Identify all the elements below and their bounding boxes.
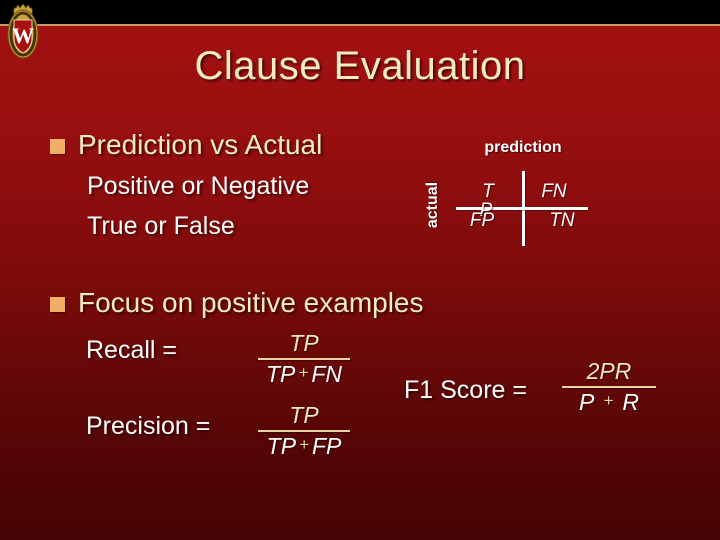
f1-score-label: F1 Score = bbox=[404, 376, 527, 404]
subitem-true-false: True or False bbox=[87, 212, 235, 240]
recall-denominator: TP + FN bbox=[258, 361, 350, 388]
matrix-actual-label: actual bbox=[424, 181, 441, 229]
matrix-cell-tp-line1: T bbox=[482, 181, 494, 202]
recall-label: Recall = bbox=[86, 336, 178, 364]
precision-den-right: FP bbox=[311, 433, 342, 459]
recall-fraction: TP TP + FN bbox=[258, 330, 350, 388]
subitem-positive-negative: Positive or Negative bbox=[87, 172, 310, 200]
matrix-cell-fp: FP bbox=[469, 210, 495, 231]
uw-crest-icon: W bbox=[7, 3, 39, 59]
matrix-cell-tp-line2: P bbox=[479, 200, 493, 221]
plus-sign: + bbox=[298, 363, 309, 382]
bullet-square-icon bbox=[50, 139, 65, 154]
f1-denominator: P + R bbox=[562, 389, 656, 416]
matrix-cell-fn: FN bbox=[541, 181, 567, 202]
f1-den-left: P bbox=[579, 389, 595, 415]
precision-fraction-bar bbox=[258, 430, 350, 432]
precision-fraction: TP TP + FP bbox=[258, 402, 350, 460]
plus-sign: + bbox=[603, 391, 614, 410]
matrix-prediction-label: prediction bbox=[484, 139, 562, 156]
recall-den-right: FN bbox=[311, 361, 342, 387]
recall-fraction-bar bbox=[258, 358, 350, 360]
bullet-prediction-vs-actual: Prediction vs Actual bbox=[78, 129, 323, 160]
precision-den-left: TP bbox=[266, 433, 297, 459]
slide-title: Clause Evaluation bbox=[194, 44, 526, 88]
bullet-focus-positive: Focus on positive examples bbox=[78, 287, 424, 318]
matrix-cell-tn: TN bbox=[549, 210, 575, 231]
crest-shield bbox=[13, 19, 33, 54]
precision-denominator: TP + FP bbox=[258, 433, 350, 460]
f1-numerator: 2PR bbox=[586, 358, 632, 384]
f1-den-right: R bbox=[622, 389, 639, 415]
precision-numerator: TP bbox=[289, 402, 319, 428]
recall-numerator: TP bbox=[289, 330, 319, 356]
recall-den-left: TP bbox=[266, 361, 296, 387]
f1-fraction: 2PR P + R bbox=[562, 358, 656, 416]
matrix-horizontal-line bbox=[456, 207, 588, 210]
f1-fraction-bar bbox=[562, 386, 656, 388]
top-black-bar bbox=[0, 0, 720, 26]
bullet-square-icon bbox=[50, 297, 65, 312]
crest-letter: W bbox=[12, 23, 34, 48]
plus-sign: + bbox=[299, 435, 309, 454]
precision-label: Precision = bbox=[86, 412, 211, 440]
crest-ring bbox=[9, 11, 37, 57]
